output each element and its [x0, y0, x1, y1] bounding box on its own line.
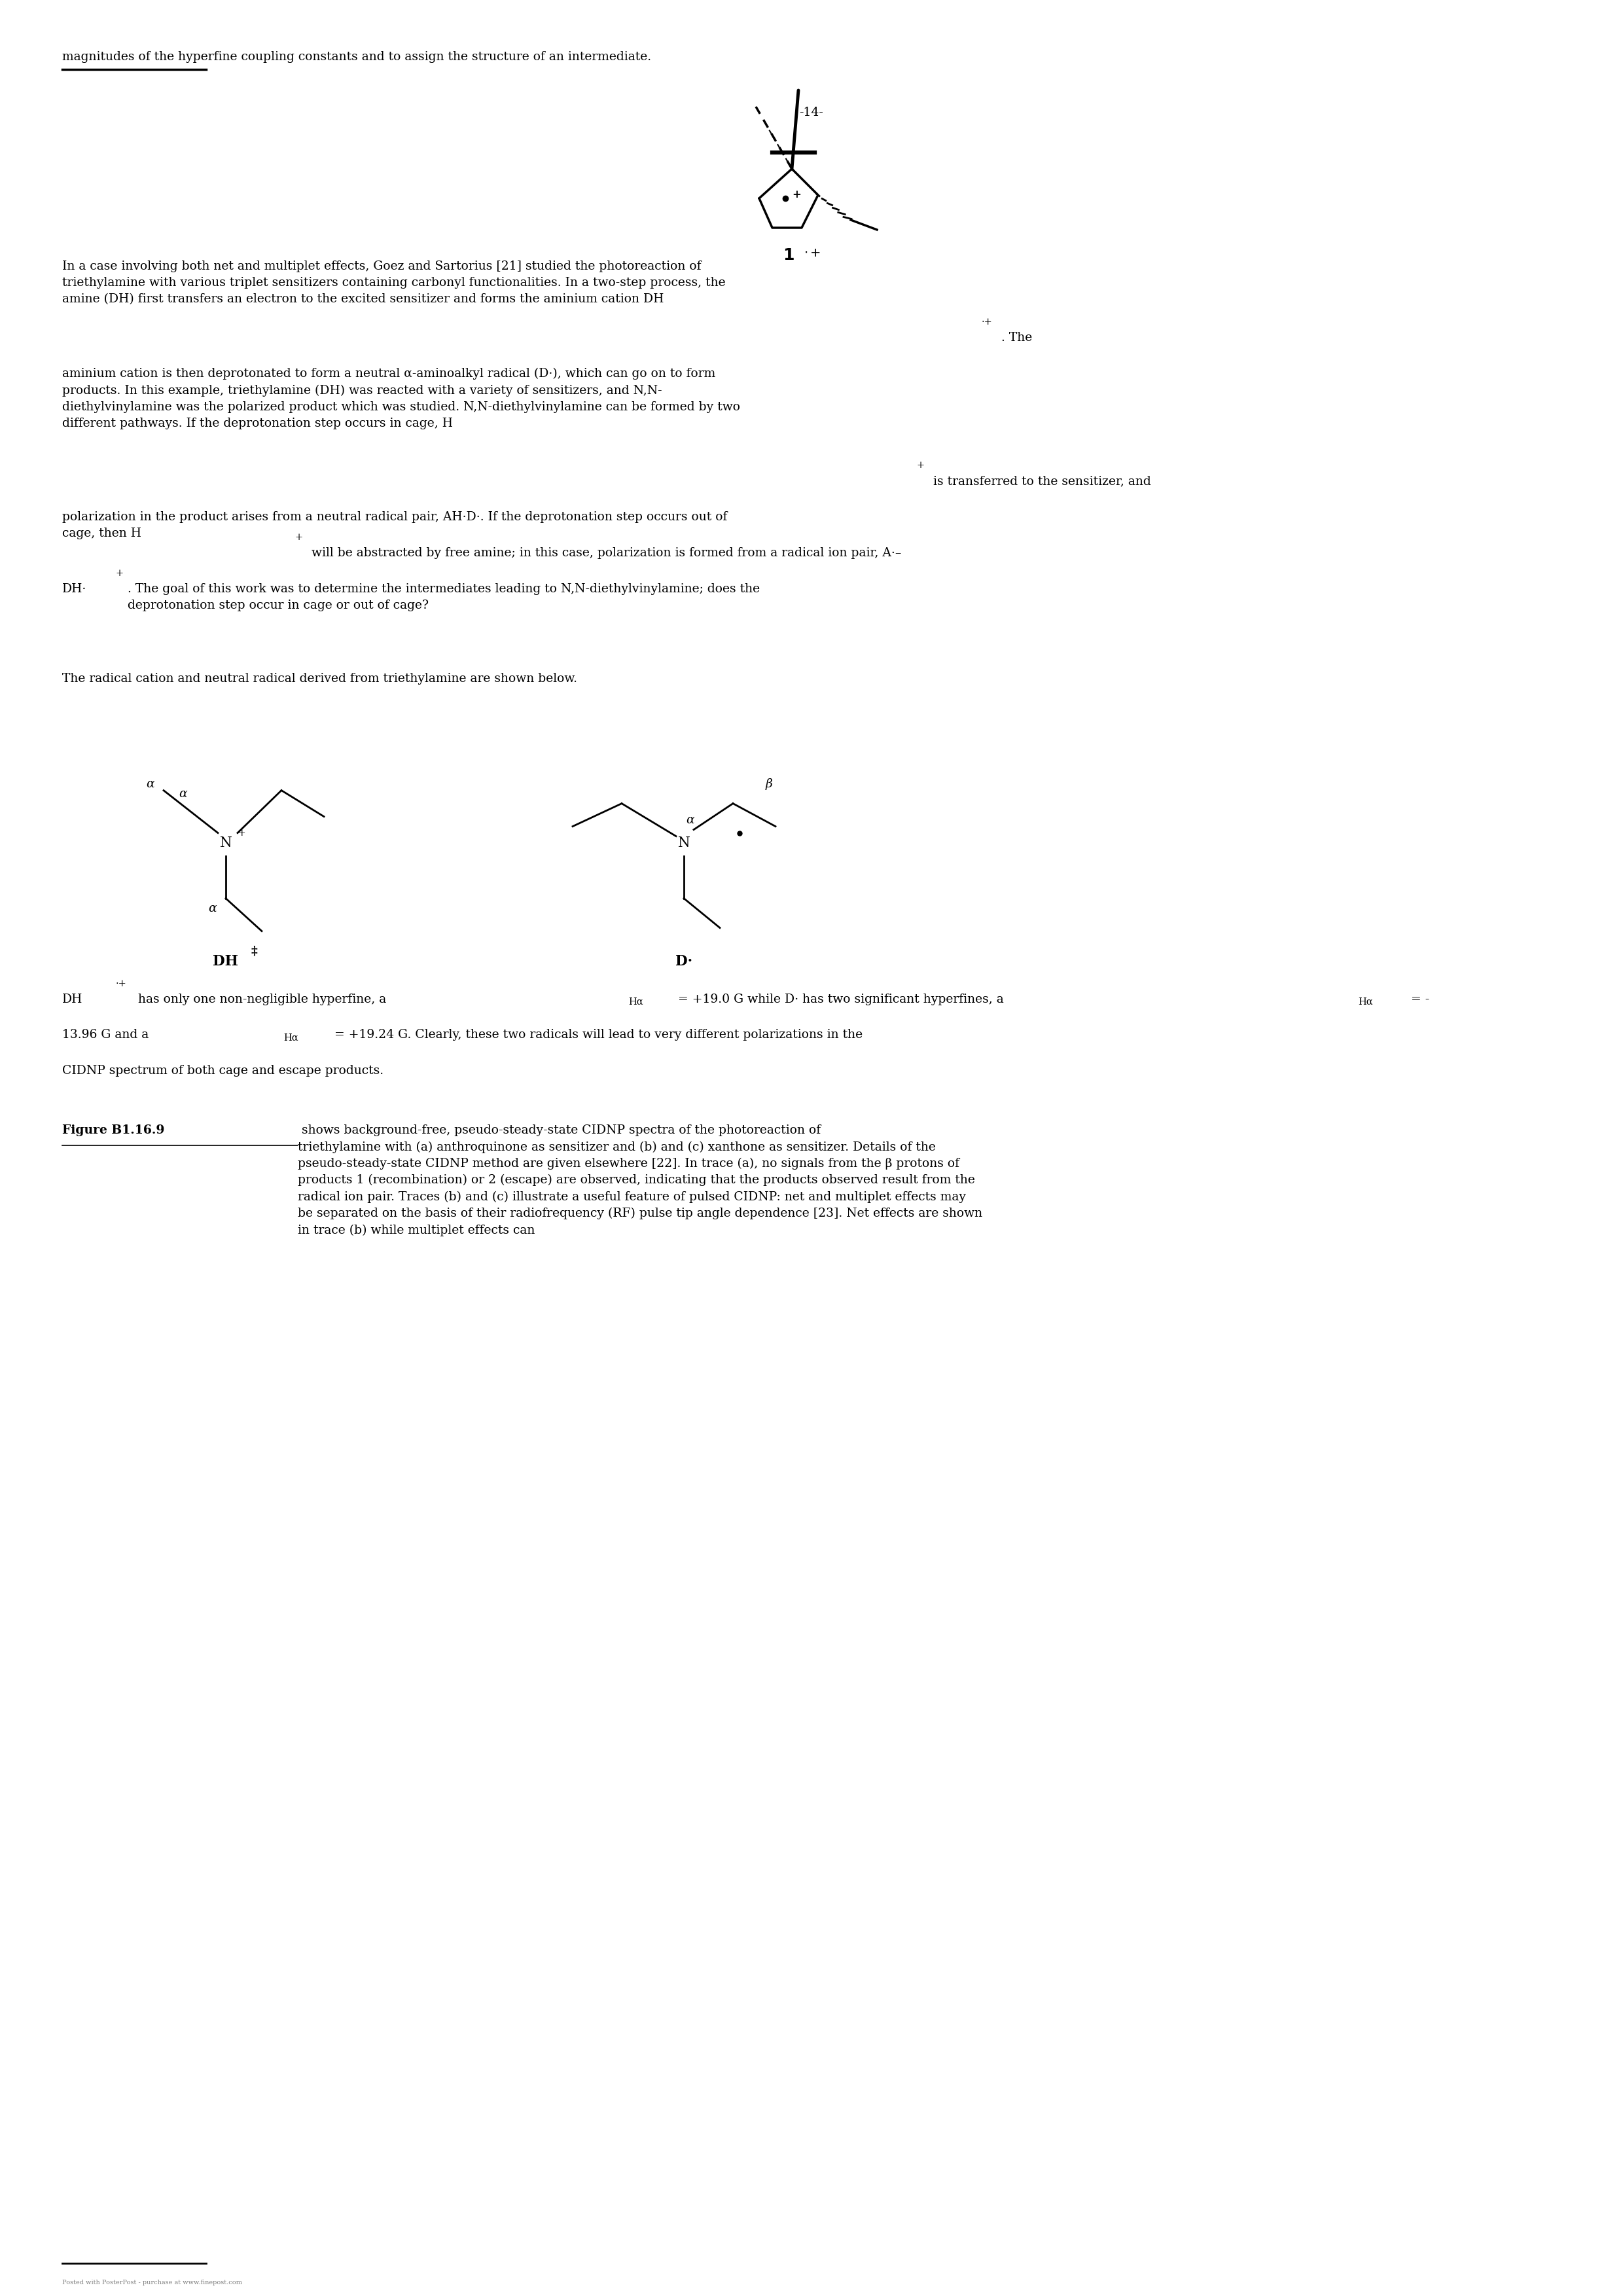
Text: is transferred to the sensitizer, and: is transferred to the sensitizer, and [930, 475, 1151, 487]
Text: magnitudes of the hyperfine coupling constants and to assign the structure of an: magnitudes of the hyperfine coupling con… [62, 51, 651, 62]
Text: Hα: Hα [284, 1033, 299, 1042]
Text: Posted with PosterPost - purchase at www.finepost.com: Posted with PosterPost - purchase at www… [62, 2280, 242, 2285]
Text: = -: = - [1407, 994, 1430, 1006]
Text: +: + [115, 569, 123, 579]
Text: +: + [294, 533, 302, 542]
Text: α: α [687, 815, 695, 827]
Text: $\mathbf{1}$: $\mathbf{1}$ [782, 248, 794, 264]
Text: DH·: DH· [62, 583, 86, 595]
Text: α: α [179, 788, 187, 799]
Text: will be abstracted by free amine; in this case, polarization is formed from a ra: will be abstracted by free amine; in thi… [308, 546, 901, 558]
Text: = +19.24 G. Clearly, these two radicals will lead to very different polarization: = +19.24 G. Clearly, these two radicals … [331, 1029, 863, 1040]
Text: = +19.0 G while D· has two significant hyperfines, a: = +19.0 G while D· has two significant h… [674, 994, 1003, 1006]
Text: +: + [917, 461, 923, 471]
Text: Hα: Hα [1358, 996, 1373, 1006]
Text: -14-: -14- [800, 106, 823, 119]
Text: α: α [209, 902, 217, 914]
Text: The radical cation and neutral radical derived from triethylamine are shown belo: The radical cation and neutral radical d… [62, 673, 578, 684]
Text: aminium cation is then deprotonated to form a neutral α-aminoalkyl radical (D·),: aminium cation is then deprotonated to f… [62, 367, 740, 429]
Text: N: N [678, 836, 690, 850]
Text: D·: D· [675, 955, 693, 969]
Text: α: α [146, 778, 154, 790]
Text: ·+: ·+ [115, 978, 127, 987]
Text: β: β [766, 778, 773, 790]
Text: . The goal of this work was to determine the intermediates leading to N,N-diethy: . The goal of this work was to determine… [128, 583, 760, 611]
Text: ·+: ·+ [982, 317, 993, 326]
Text: polarization in the product arises from a neutral radical pair, AH·D·. If the de: polarization in the product arises from … [62, 512, 727, 540]
Text: $\cdot+$: $\cdot+$ [803, 248, 821, 259]
Text: ‡: ‡ [250, 946, 256, 957]
Text: +: + [792, 191, 800, 200]
Text: Figure B1.16.9: Figure B1.16.9 [62, 1125, 164, 1137]
Text: . The: . The [1001, 333, 1032, 344]
Text: DH: DH [213, 955, 239, 969]
Text: shows background-free, pseudo-steady-state CIDNP spectra of the photoreaction of: shows background-free, pseudo-steady-sta… [297, 1125, 982, 1235]
Text: Hα: Hα [628, 996, 643, 1006]
Text: CIDNP spectrum of both cage and escape products.: CIDNP spectrum of both cage and escape p… [62, 1065, 383, 1077]
Text: DH: DH [62, 994, 83, 1006]
Text: +: + [237, 829, 245, 838]
Text: In a case involving both net and multiplet effects, Goez and Sartorius [21] stud: In a case involving both net and multipl… [62, 259, 725, 305]
Text: N: N [219, 836, 232, 850]
Text: 13.96 G and a: 13.96 G and a [62, 1029, 149, 1040]
Text: has only one non-negligible hyperfine, a: has only one non-negligible hyperfine, a [135, 994, 386, 1006]
